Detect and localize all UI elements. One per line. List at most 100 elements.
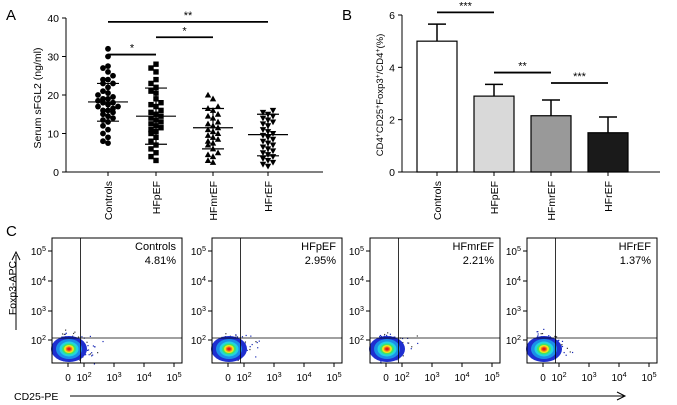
panel-a-data-point — [204, 112, 212, 119]
panel-a-category-label: HFpEF — [151, 181, 163, 214]
panel-a-data-point — [259, 132, 267, 139]
panel-a-data-point — [148, 126, 154, 133]
flow-plot-y-tick-label: 103 — [349, 304, 364, 318]
flow-plot-x-tick-label: 102 — [551, 370, 566, 384]
flow-plot-y-tick-label: 105 — [31, 244, 46, 258]
panel-a-data-point — [148, 88, 154, 94]
panel-b-bar — [530, 115, 572, 173]
flow-plot-density-cloud — [526, 328, 574, 362]
panel-c-flow-cytometry: Foxp3-APC CD25-PE Controls 4.81% 102 103 104… — [7, 237, 658, 403]
panel-a-data-point — [269, 159, 277, 166]
panel-c-y-axis-label: Foxp3-APC — [7, 260, 19, 315]
flow-plot-y-tick-label: 105 — [191, 244, 206, 258]
panel-a-data-point — [95, 92, 101, 98]
flow-plot-x-tick-label: 104 — [611, 370, 626, 384]
panel-b-bar — [473, 95, 515, 173]
panel-a-data-point — [204, 91, 212, 98]
panel-a-data-point — [95, 103, 101, 110]
flow-plot-title: Controls — [135, 241, 176, 253]
panel-b-y-tick-label: 0 — [389, 167, 395, 179]
panel-b-y-tick-label: 6 — [389, 10, 395, 22]
panel-a-data-point — [100, 138, 106, 145]
panel-a-data-point — [259, 156, 267, 162]
panel-a-data-point — [110, 94, 116, 100]
flow-plot-x-tick-label: 103 — [266, 370, 281, 384]
panel-a-data-point — [209, 159, 217, 165]
flow-plot-x-tick-label: 105 — [641, 370, 656, 384]
flow-plot-percent: 4.81% — [145, 255, 176, 267]
flow-plot-percent: 1.37% — [620, 255, 651, 267]
flow-plot-y-tick-label: 102 — [31, 333, 46, 347]
panel-b-significance-label: *** — [459, 0, 473, 12]
panel-a-significance-label: * — [182, 25, 187, 37]
flow-plot-y-tick-label: 102 — [506, 333, 521, 347]
panel-a-data-point — [269, 119, 277, 126]
flow-plot-x-tick-label: 102 — [394, 370, 409, 384]
panel-c-y-axis-arrowhead — [11, 250, 21, 261]
panel-a-y-tick-label: 10 — [47, 129, 59, 141]
panel-a-data-point — [259, 127, 267, 133]
panel-a-data-point — [100, 65, 106, 71]
flow-plot-frame — [51, 237, 183, 364]
panel-a-data-point — [259, 161, 267, 168]
flow-plot-density-cloud — [211, 333, 260, 362]
panel-a-data-point — [269, 154, 277, 160]
flow-plot-x-tick-label: 0 — [540, 373, 546, 384]
panel-a-data-point — [264, 157, 272, 164]
flow-plot-x-tick-label: 104 — [296, 370, 311, 384]
panel-a-data-point — [110, 99, 116, 106]
panel-a-data-point — [214, 103, 222, 110]
panel-a-data-point — [100, 122, 106, 129]
panel-a-data-point — [153, 142, 159, 148]
panel-b-y-tick-label: 4 — [389, 62, 395, 74]
panel-b-significance-label: ** — [518, 61, 527, 73]
flow-plot-frame — [369, 237, 501, 364]
panel-a-data-point — [148, 130, 154, 137]
panel-a-data-point — [259, 115, 267, 122]
flow-plot-percent: 2.95% — [305, 255, 336, 267]
panel-a-data-point — [153, 61, 159, 67]
flow-plot-y-tick-label: 105 — [349, 244, 364, 258]
panel-a-data-point — [105, 69, 111, 75]
flow-plot-title: HFpEF — [301, 241, 336, 253]
panel-a-y-tick-label: 20 — [47, 90, 59, 102]
flow-plot-y-tick-label: 103 — [31, 304, 46, 318]
panel-a-data-point — [204, 137, 212, 144]
flow-plot-x-tick-label: 105 — [484, 370, 499, 384]
flow-plot-x-tick-label: 0 — [383, 373, 389, 384]
flow-plot-density-cloud — [51, 329, 104, 365]
flow-plot-title: HFmrEF — [452, 241, 494, 253]
panel-b-category-label: HFpEF — [489, 181, 501, 214]
panel-a-data-point — [269, 142, 277, 149]
panel-label-c: C — [6, 223, 17, 240]
panel-a-data-point — [105, 126, 111, 133]
panel-c-x-axis-arrowhead — [616, 391, 627, 401]
panel-b-bar — [416, 40, 458, 173]
flow-plot-x-tick-label: 102 — [76, 370, 91, 384]
flow-plot-x-tick-label: 103 — [581, 370, 596, 384]
panel-a-data-point — [100, 88, 106, 95]
panel-a-data-point — [214, 110, 222, 117]
flow-plot-y-tick-label: 104 — [31, 274, 46, 288]
flow-plot-y-tick-label: 102 — [349, 333, 364, 347]
panel-a-significance-label: ** — [184, 10, 193, 22]
flow-plot-y-tick-label: 104 — [191, 274, 206, 288]
panel-a-data-point — [259, 150, 267, 157]
panel-a-category-label: Controls — [103, 181, 115, 220]
flow-plot-x-tick-label: 102 — [236, 370, 251, 384]
flow-plot-density-cloud — [369, 332, 419, 364]
panel-a-y-axis-label: Serum sFGL2 (ng/ml) — [32, 48, 44, 149]
panel-a-data-point — [100, 130, 106, 137]
panel-a-category-label: HFrEF — [263, 181, 275, 212]
panel-a-data-point — [158, 100, 164, 106]
flow-plot-y-tick-label: 105 — [506, 244, 521, 258]
panel-b-category-label: HFmrEF — [546, 181, 558, 221]
panel-a-data-point — [204, 126, 212, 133]
panel-a-data-point — [105, 63, 111, 70]
panel-a-data-point — [110, 115, 116, 121]
panel-a-data-point — [269, 136, 277, 143]
panel-a-data-point — [153, 157, 159, 164]
panel-label-b: B — [342, 7, 352, 24]
panel-a-data-point — [148, 115, 154, 121]
